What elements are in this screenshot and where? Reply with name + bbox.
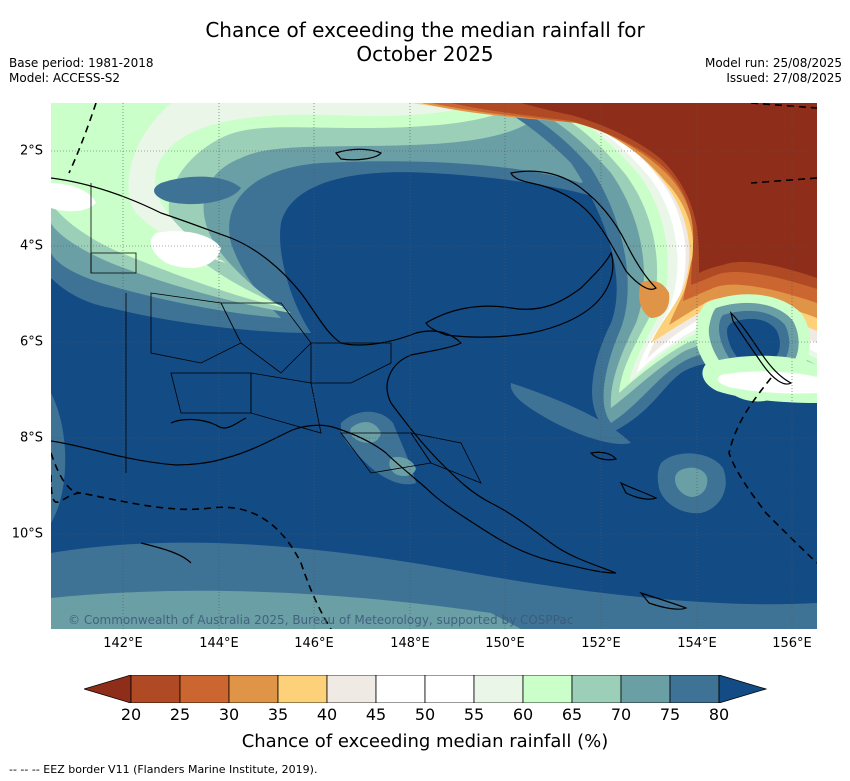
louisiade-coast [639,591,688,610]
x-tick-156: 156°E [772,636,812,651]
south-band-70 [51,590,521,629]
nw-white-patch [150,231,221,268]
title-line-2: October 2025 [356,42,494,66]
colorbar-label: Chance of exceeding median rainfall (%) [241,731,609,752]
colorbar-tick-label: 20 [120,705,142,724]
border-line-5 [250,372,322,434]
map-title: Chance of exceeding the median rainfall … [0,18,850,66]
y-tick-4s: 4°S [19,238,43,254]
colorbar [82,674,768,704]
model-text: Model: ACCESS-S2 [9,71,121,85]
d-entrecasteaux-coast [619,481,658,500]
y-tick-8s: 8°S [19,430,43,446]
nw-band-55 [128,103,481,263]
colorbar-tick-label: 75 [659,705,681,724]
y-tick-10s: 10°S [11,526,43,542]
colorbar-tick-label: 70 [610,705,632,724]
title-line-1: Chance of exceeding the median rainfall … [205,18,645,42]
eez-south-west [51,452,82,494]
colorbar-tick-label: 35 [267,705,289,724]
colorbar-bin [277,674,328,704]
colorbar-graphic [82,674,768,704]
colorbar-tick-label: 80 [708,705,730,724]
eez-footnote: -- -- -- EEZ border V11 (Flanders Marine… [9,763,318,776]
colorbar-bin [669,674,720,704]
x-tick-154: 154°E [677,636,717,651]
colorbar-tick-label: 55 [463,705,485,724]
x-tick-148: 148°E [390,636,430,651]
new-britain-coast [425,251,614,338]
southeast-band-75 [510,383,631,444]
colorbar-tick-label: 40 [316,705,338,724]
central-patch-70 [350,421,381,443]
bougainville-coast [729,311,793,385]
graticule [51,103,817,629]
colorbar-tick-label: 45 [365,705,387,724]
colorbar-bin [424,674,475,704]
east-blob-70 [675,467,708,497]
x-tick-146: 146°E [294,636,334,651]
y-tick-2s: 2°S [19,143,43,159]
base-period-text: Base period: 1981-2018 [9,56,154,70]
copyright-notice: © Commonwealth of Australia 2025, Bureau… [68,613,574,627]
rainfall-map [51,103,817,629]
coastlines [51,148,793,610]
x-tick-142: 142°E [103,636,143,651]
y-tick-6s: 6°S [19,334,43,350]
colorbar-bin [571,674,622,704]
new-ireland-coast [510,170,657,290]
colorbar-bin [179,674,230,704]
province-borders [90,183,482,484]
colorbar-extend-high [718,674,768,704]
colorbar-bin [473,674,524,704]
colorbar-bin [326,674,377,704]
map-panel [51,103,817,629]
orange-tongue [639,280,670,318]
run-info: Model run: 25/08/2025 Issued: 27/08/2025 [705,56,842,86]
west-white-patch [51,183,96,212]
border-line-2 [150,292,242,364]
colorbar-bin [375,674,426,704]
border-line-6 [310,342,392,384]
model-info: Base period: 1981-2018 Model: ACCESS-S2 [9,56,154,86]
trobriand-coast [589,451,618,461]
x-tick-144: 144°E [199,636,239,651]
manus-coast [334,148,382,161]
colorbar-extend-low [82,674,132,704]
nw-dark-blob [154,176,241,205]
x-tick-152: 152°E [581,636,621,651]
border-line-8 [410,432,482,484]
new-guinea-coast [51,177,617,574]
fly-river-delta [170,417,247,429]
x-tick-150: 150°E [485,636,525,651]
colorbar-bin [620,674,671,704]
colorbar-bin [130,674,181,704]
colorbar-bin [228,674,279,704]
torres-islands-coast [140,542,192,564]
model-run-text: Model run: 25/08/2025 [704,56,842,70]
colorbar-tick-label: 30 [218,705,240,724]
colorbar-tick-label: 60 [512,705,534,724]
colorbar-tick-label: 65 [561,705,583,724]
issued-text: Issued: 27/08/2025 [726,71,842,85]
colorbar-tick-label: 25 [169,705,191,724]
eez-south [51,474,332,629]
colorbar-bin [522,674,573,704]
colorbar-tick-label: 50 [414,705,436,724]
border-line-3 [220,302,312,374]
west-band-75 [51,393,66,523]
ne-band-below-20 [521,103,817,278]
